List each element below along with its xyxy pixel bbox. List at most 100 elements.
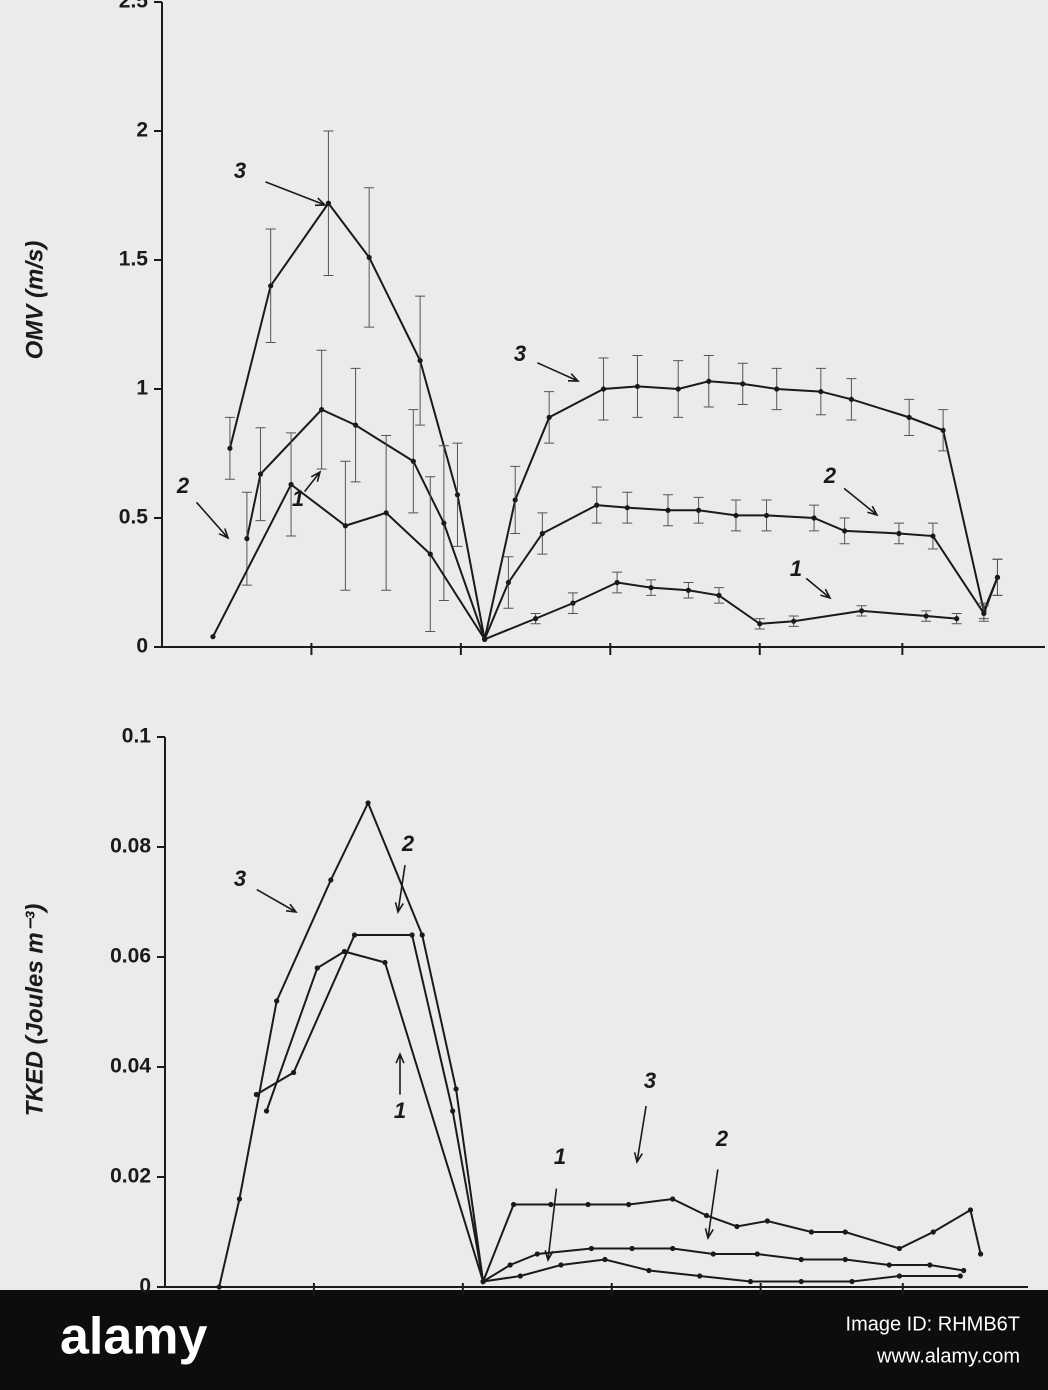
point <box>558 1262 564 1268</box>
point <box>383 510 389 516</box>
point <box>811 515 817 521</box>
point <box>818 388 824 395</box>
annotation-arrow <box>843 487 879 517</box>
point <box>614 579 620 586</box>
point <box>757 621 763 627</box>
annotation: 1 <box>394 1098 406 1123</box>
annotation: 3 <box>234 158 246 183</box>
point <box>670 1245 676 1252</box>
point <box>417 358 423 364</box>
point <box>994 574 1001 580</box>
point <box>685 587 692 593</box>
point <box>710 1251 716 1257</box>
annotation: 2 <box>176 473 190 498</box>
y-tick-label: 0.08 <box>110 835 151 858</box>
y-tick-label: 1 <box>136 377 148 400</box>
point <box>419 932 425 938</box>
point <box>585 1201 591 1208</box>
point <box>940 427 946 433</box>
annotation-arrow <box>805 577 832 600</box>
y-tick-label: 2 <box>136 119 148 142</box>
point <box>670 1196 676 1202</box>
point <box>450 1108 456 1114</box>
point <box>505 579 512 586</box>
point <box>351 932 358 938</box>
point <box>706 378 712 384</box>
point <box>517 1273 523 1279</box>
annotation: 1 <box>554 1144 566 1169</box>
point <box>906 414 912 420</box>
point <box>927 1262 933 1268</box>
point <box>842 528 848 534</box>
point <box>842 1229 848 1235</box>
y-tick-label: 0.02 <box>110 1165 151 1188</box>
annotation-arrow <box>633 1105 647 1165</box>
point <box>263 1108 270 1114</box>
point <box>798 1256 804 1263</box>
point <box>981 610 987 617</box>
point <box>930 533 936 539</box>
y-tick-label: 2.5 <box>119 0 149 13</box>
point <box>646 1267 652 1274</box>
point <box>747 1278 754 1285</box>
annotation-arrow <box>256 888 298 914</box>
point <box>257 471 264 477</box>
point <box>480 1278 486 1285</box>
y-tick-label: 0.06 <box>110 945 151 968</box>
point <box>634 383 641 390</box>
point <box>842 1256 848 1263</box>
point <box>244 536 250 542</box>
y-axis-label: OMV (m/s) <box>21 241 48 360</box>
point <box>978 1251 984 1257</box>
point <box>288 481 294 488</box>
point <box>510 1201 517 1208</box>
annotation-arrow <box>544 1188 558 1263</box>
point <box>896 530 902 537</box>
point <box>697 1273 703 1279</box>
watermark-band <box>0 1290 1048 1390</box>
point <box>512 497 518 503</box>
point <box>798 1278 804 1285</box>
watermark-id: Image ID: RHMB6T <box>846 1313 1020 1335</box>
annotation-arrow <box>395 1051 405 1095</box>
point <box>342 523 348 529</box>
point <box>210 634 216 640</box>
y-tick-label: 0 <box>139 1275 151 1298</box>
point <box>365 800 371 806</box>
point <box>216 1284 222 1290</box>
point <box>441 520 447 526</box>
point <box>754 1251 760 1257</box>
point <box>410 458 416 464</box>
point <box>328 877 334 883</box>
point <box>675 386 681 392</box>
point <box>624 505 630 511</box>
point <box>740 381 746 387</box>
point <box>849 1278 855 1285</box>
point <box>600 386 607 392</box>
point <box>930 1229 936 1235</box>
watermark-brand: alamy <box>60 1308 208 1366</box>
point <box>886 1262 892 1268</box>
point <box>532 616 539 622</box>
annotation-arrow <box>394 864 406 915</box>
y-axis-label: TKED (Joules m⁻³) <box>21 904 48 1117</box>
point <box>409 932 415 938</box>
annotation: 3 <box>234 866 246 891</box>
point <box>546 414 552 420</box>
point <box>716 592 722 599</box>
y-tick-label: 1.5 <box>119 248 149 271</box>
point <box>227 445 233 451</box>
point <box>734 1223 740 1230</box>
annotation: 2 <box>715 1126 729 1151</box>
point <box>314 965 320 971</box>
point <box>791 618 797 624</box>
point <box>954 616 960 622</box>
point <box>427 551 433 557</box>
point <box>268 283 274 289</box>
point <box>507 1262 513 1268</box>
point <box>763 512 770 519</box>
point <box>366 254 372 261</box>
point <box>733 512 739 519</box>
point <box>961 1267 967 1274</box>
